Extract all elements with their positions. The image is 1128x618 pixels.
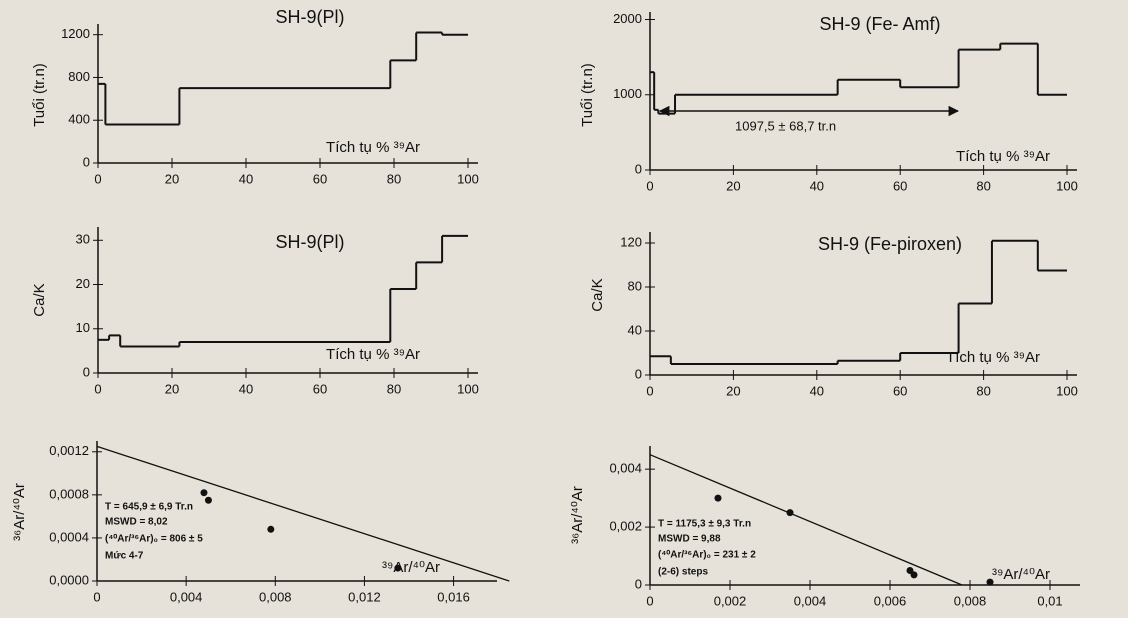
x-tick-label: 100	[1056, 178, 1078, 193]
x-tick-label: 0,004	[794, 593, 827, 608]
x-tick-label: 0	[94, 381, 101, 396]
x-tick-label: 60	[313, 171, 327, 186]
x-axis-label: Tích tụ % ³⁹Ar	[956, 148, 1050, 165]
x-tick-label: 0,002	[714, 593, 747, 608]
y-axis-label: Tuổi (tr.n)	[31, 63, 48, 127]
point	[394, 564, 402, 572]
x-tick-label: 60	[313, 381, 327, 396]
annotation: MSWD = 8,02	[105, 517, 168, 528]
x-axis-label: Tích tụ % ³⁹Ar	[326, 139, 420, 156]
x-tick-label: 40	[810, 383, 824, 398]
x-tick-label: 80	[976, 383, 990, 398]
x-tick-label: 20	[165, 381, 179, 396]
x-tick-label: 100	[1056, 383, 1078, 398]
x-tick-label: 60	[893, 383, 907, 398]
point	[910, 571, 918, 579]
y-tick-label: 1200	[61, 26, 90, 41]
y-tick-label: 800	[68, 69, 90, 84]
x-tick-label: 0,008	[954, 593, 987, 608]
x-axis-label: Tích tụ % ³⁹Ar	[946, 349, 1040, 366]
annotation: 1097,5 ± 68,7 tr.n	[735, 118, 836, 133]
point	[204, 496, 212, 504]
x-tick-label: 0,008	[259, 589, 292, 604]
y-tick-label: 20	[76, 276, 90, 291]
y-tick-label: 2000	[613, 11, 642, 26]
x-tick-label: 80	[976, 178, 990, 193]
x-tick-label: 80	[387, 381, 401, 396]
y-tick-label: 0	[635, 366, 642, 381]
x-tick-label: 0,006	[874, 593, 907, 608]
x-tick-label: 0	[94, 171, 101, 186]
x-tick-label: 100	[457, 171, 479, 186]
x-axis-label: ³⁹Ar/⁴⁰Ar	[382, 559, 440, 576]
fit-line	[96, 445, 510, 582]
chart-title: SH-9(Pl)	[275, 7, 344, 27]
x-tick-label: 40	[239, 381, 253, 396]
x-tick-label: 0,01	[1037, 593, 1062, 608]
x-axis-label: ³⁹Ar/⁴⁰Ar	[992, 566, 1050, 583]
annotation: (⁴⁰Ar/³⁶Ar)₀ = 231 ± 2	[658, 550, 756, 561]
y-axis-label: Tuổi (tr.n)	[579, 63, 596, 127]
y-tick-label: 0,002	[609, 519, 642, 534]
y-tick-label: 0,0012	[49, 443, 89, 458]
point	[986, 578, 994, 586]
x-tick-label: 100	[457, 381, 479, 396]
x-tick-label: 0,012	[348, 589, 381, 604]
y-tick-label: 0,0000	[49, 572, 89, 587]
y-tick-label: 0,004	[609, 461, 642, 476]
x-tick-label: 20	[726, 383, 740, 398]
y-axis-label: Ca/K	[31, 283, 48, 316]
y-tick-label: 0,0004	[49, 529, 89, 544]
x-tick-label: 0	[646, 383, 653, 398]
point	[714, 494, 722, 502]
chart-title: SH-9 (Fe- Amf)	[819, 14, 940, 34]
y-tick-label: 0	[83, 364, 90, 379]
annotation: MSWD = 9,88	[658, 534, 721, 545]
y-tick-label: 0,0008	[49, 486, 89, 501]
y-tick-label: 120	[620, 234, 642, 249]
annotation: T = 1175,3 ± 9,3 Tr.n	[658, 519, 751, 530]
x-tick-label: 80	[387, 171, 401, 186]
fit-line	[649, 454, 963, 586]
point	[200, 489, 208, 497]
annotation: T = 645,9 ± 6,9 Tr.n	[105, 502, 193, 513]
x-tick-label: 40	[239, 171, 253, 186]
x-tick-label: 60	[893, 178, 907, 193]
annotation: (2-6) steps	[658, 567, 708, 578]
y-axis-label: Ca/K	[589, 278, 606, 311]
y-tick-label: 400	[68, 112, 90, 127]
y-axis-label: ³⁶Ar/⁴⁰Ar	[569, 486, 586, 544]
y-tick-label: 10	[76, 320, 90, 335]
x-tick-label: 40	[810, 178, 824, 193]
chart-title: SH-9(Pl)	[275, 232, 344, 252]
x-tick-label: 0	[646, 593, 653, 608]
y-tick-label: 30	[76, 232, 90, 247]
point	[786, 509, 794, 517]
x-tick-label: 0,004	[170, 589, 203, 604]
y-tick-label: 40	[628, 322, 642, 337]
x-tick-label: 20	[726, 178, 740, 193]
y-tick-label: 0	[83, 154, 90, 169]
x-tick-label: 20	[165, 171, 179, 186]
chart-title: SH-9 (Fe-piroxen)	[818, 234, 962, 254]
y-tick-label: 0	[635, 161, 642, 176]
x-tick-label: 0	[93, 589, 100, 604]
annotation: Mức 4-7	[105, 551, 144, 562]
point	[267, 525, 275, 533]
y-tick-label: 1000	[613, 86, 642, 101]
x-tick-label: 0	[646, 178, 653, 193]
y-axis-label: ³⁶Ar/⁴⁰Ar	[11, 483, 28, 541]
x-axis-label: Tích tụ % ³⁹Ar	[326, 346, 420, 363]
y-tick-label: 80	[628, 278, 642, 293]
y-tick-label: 0	[635, 576, 642, 591]
x-tick-label: 0,016	[437, 589, 470, 604]
annotation: (⁴⁰Ar/³⁶Ar)₀ = 806 ± 5	[105, 534, 203, 545]
